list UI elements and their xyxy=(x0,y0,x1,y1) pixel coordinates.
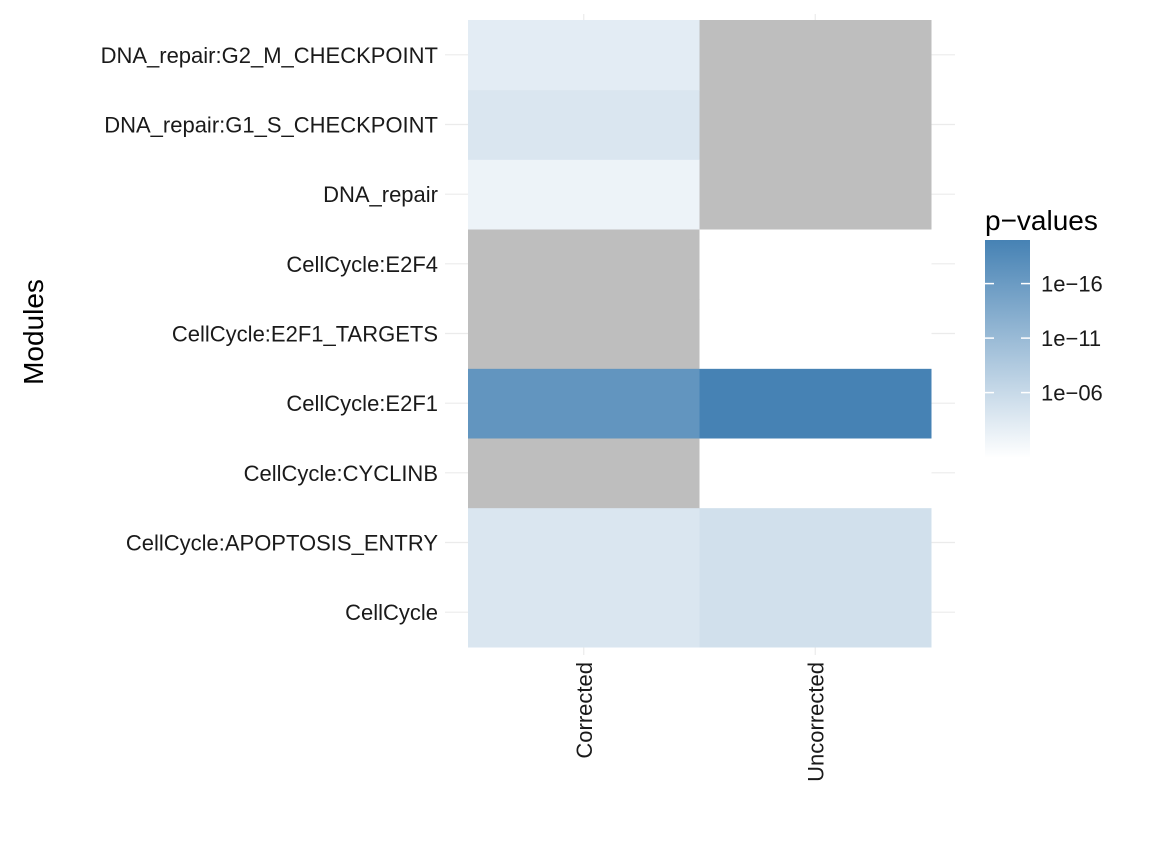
heatmap-cell xyxy=(699,159,932,230)
y-tick-label: CellCycle:E2F1 xyxy=(286,391,438,416)
y-tick-label: CellCycle:CYCLINB xyxy=(244,461,438,486)
x-tick-label: Corrected xyxy=(572,662,597,759)
y-tick-label: DNA_repair xyxy=(323,182,438,207)
heatmap-cell xyxy=(699,20,932,91)
heatmap-cell xyxy=(468,298,700,369)
y-axis-title: Modules xyxy=(18,279,49,385)
heatmap-cell xyxy=(468,507,700,578)
heatmap-cell xyxy=(468,159,700,230)
x-tick-labels: Corrected Uncorrected xyxy=(572,662,829,782)
legend-colorbar xyxy=(985,240,1030,458)
y-tick-label: DNA_repair:G2_M_CHECKPOINT xyxy=(101,43,438,68)
legend-break-label: 1e−16 xyxy=(1041,272,1103,297)
heatmap-cell xyxy=(699,298,932,369)
heatmap-cells xyxy=(468,20,932,648)
heatmap-cell xyxy=(468,229,700,300)
heatmap-cell xyxy=(468,20,700,91)
legend-break-label: 1e−11 xyxy=(1041,326,1101,351)
legend: p−values 1e−06 1e−11 1e−16 xyxy=(985,205,1103,458)
y-tick-label: DNA_repair:G1_S_CHECKPOINT xyxy=(104,113,438,138)
heatmap-cell xyxy=(699,368,932,439)
y-tick-label: CellCycle:E2F4 xyxy=(286,252,438,277)
heatmap-cell xyxy=(699,577,932,648)
y-tick-labels: CellCycle CellCycle:APOPTOSIS_ENTRY CellCy… xyxy=(101,43,439,625)
y-tick-label: CellCycle:E2F1_TARGETS xyxy=(172,322,438,347)
y-tick-label: CellCycle:APOPTOSIS_ENTRY xyxy=(126,531,438,556)
heatmap-cell xyxy=(699,229,932,300)
y-tick-label: CellCycle xyxy=(345,600,438,625)
heatmap-cell xyxy=(699,89,932,160)
x-tick-label: Uncorrected xyxy=(803,662,828,782)
legend-break-label: 1e−06 xyxy=(1041,381,1103,406)
heatmap-cell xyxy=(468,577,700,648)
heatmap-cell xyxy=(699,438,932,509)
legend-title: p−values xyxy=(985,205,1098,236)
heatmap-cell xyxy=(468,89,700,160)
heatmap-cell xyxy=(468,368,700,439)
legend-breaks: 1e−06 1e−11 1e−16 xyxy=(985,272,1103,406)
heatmap-cell xyxy=(468,438,700,509)
heatmap-cell xyxy=(699,507,932,578)
